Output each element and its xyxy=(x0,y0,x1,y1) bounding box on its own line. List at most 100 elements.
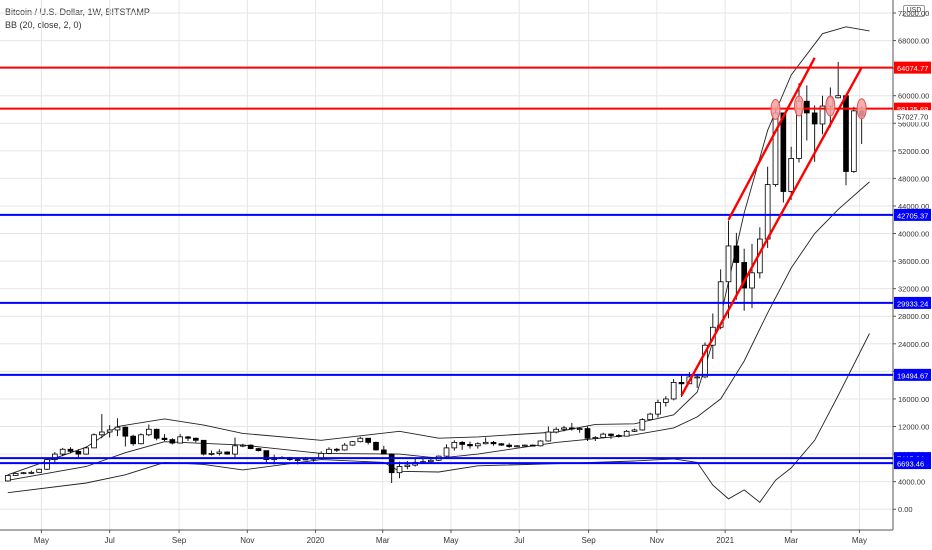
candle-up xyxy=(138,434,144,445)
candle-up xyxy=(357,437,364,443)
candle-down xyxy=(365,437,371,443)
candle-down xyxy=(490,441,497,445)
highlight-ellipse xyxy=(794,95,804,117)
candle-down xyxy=(780,112,787,192)
candle-up xyxy=(764,184,771,240)
candle-up xyxy=(12,472,19,476)
bollinger-bands xyxy=(7,26,870,503)
candle-up xyxy=(177,436,183,444)
level-tag-background xyxy=(894,368,931,381)
candle-up xyxy=(655,401,661,415)
price-tick-label: 28000.00 xyxy=(898,312,929,321)
level-tag-label: 58125.68 xyxy=(897,105,928,114)
candle-up xyxy=(522,444,528,447)
level-price-tag: 6693.46 xyxy=(894,457,931,470)
candle-up xyxy=(36,468,42,473)
candle-down xyxy=(67,448,74,452)
candle-down xyxy=(678,382,685,385)
candle-up xyxy=(404,464,411,467)
price-tick-label: 60000.00 xyxy=(898,92,929,101)
price-tick-label: 40000.00 xyxy=(898,230,929,239)
time-tick-label: Jul xyxy=(514,536,524,545)
candle-up xyxy=(216,451,223,454)
candle-down xyxy=(75,450,82,455)
highlight-ellipse xyxy=(770,98,781,120)
candle-up xyxy=(20,472,27,475)
level-tag-background xyxy=(894,61,931,74)
candle-up xyxy=(749,272,755,289)
time-tick-label: May xyxy=(443,536,458,545)
level-price-tag: 64074.77 xyxy=(894,61,931,74)
candle-up xyxy=(600,433,606,438)
candle-up xyxy=(349,441,356,446)
candle-up xyxy=(106,429,113,433)
candle-up xyxy=(788,158,794,192)
candle-up xyxy=(341,444,348,451)
time-tick-label: 2020 xyxy=(307,536,325,545)
candle-down xyxy=(811,112,818,125)
candle-down xyxy=(569,427,575,430)
candle-up xyxy=(835,95,841,99)
last-price-tag: 57027.70 xyxy=(894,110,931,123)
candle-up xyxy=(83,447,89,455)
candle-up xyxy=(146,428,152,436)
candle-up xyxy=(702,344,708,378)
candle-up xyxy=(663,398,669,403)
candle-up xyxy=(717,281,724,328)
time-tick-label: Mar xyxy=(784,536,798,545)
candle-down xyxy=(130,435,136,445)
candle-down xyxy=(616,435,622,437)
candle-down xyxy=(185,436,191,439)
candle-up xyxy=(851,110,857,172)
candle-up xyxy=(451,441,458,449)
candle-up xyxy=(294,459,301,461)
candle-down xyxy=(224,451,230,455)
candle-up xyxy=(537,440,544,447)
candle-up xyxy=(694,376,700,379)
price-tick-label: 4000.00 xyxy=(898,478,925,487)
level-tag-label: 19494.67 xyxy=(897,371,928,380)
level-price-tag: 42705.37 xyxy=(894,208,931,221)
candle-up xyxy=(52,453,58,460)
time-tick-label: Sep xyxy=(172,536,187,545)
time-axis: May Jul Sep Nov 2020 Mar May Jul Sep Nov 2021 Mar Ma… xyxy=(34,530,867,545)
bollinger-upper-line xyxy=(7,26,870,476)
currency-badge[interactable]: USD xyxy=(903,5,925,17)
candle-down xyxy=(263,450,270,460)
candle-down xyxy=(506,444,512,447)
candle-down xyxy=(247,444,254,449)
price-tick-label: 68000.00 xyxy=(898,37,929,46)
candle-up xyxy=(91,434,97,449)
price-tick-label: 16000.00 xyxy=(898,395,929,404)
candle-up xyxy=(396,466,403,474)
candle-up xyxy=(553,428,559,433)
candle-down xyxy=(467,444,473,447)
candle-down xyxy=(193,437,199,441)
level-tag-label: 42705.37 xyxy=(897,211,928,220)
channel-line xyxy=(680,66,863,397)
candle-up xyxy=(514,445,520,448)
bollinger-middle-line xyxy=(7,181,870,481)
level-tag-label: 64074.77 xyxy=(897,64,928,73)
candle-down xyxy=(255,448,262,452)
candle-down xyxy=(373,441,379,451)
indicator-legend: BB (20, close, 2, 0) xyxy=(5,20,82,30)
price-tick-label: 12000.00 xyxy=(898,423,929,432)
highlight-ellipse xyxy=(825,95,836,117)
candle-up xyxy=(623,430,630,437)
candle-up xyxy=(443,447,450,457)
time-tick-label: Mar xyxy=(376,536,390,545)
candle-up xyxy=(819,105,826,125)
candle-up xyxy=(631,429,638,432)
candle-up xyxy=(576,428,583,430)
candle-up xyxy=(670,382,677,400)
time-tick-label: May xyxy=(34,536,49,545)
candle-up xyxy=(326,448,332,454)
candle-up xyxy=(475,443,481,447)
price-tick-label: 24000.00 xyxy=(898,340,929,349)
price-tick-label: 48000.00 xyxy=(898,174,929,183)
candle-up xyxy=(592,437,599,439)
candle-up xyxy=(561,427,567,430)
candle-down xyxy=(169,439,176,444)
